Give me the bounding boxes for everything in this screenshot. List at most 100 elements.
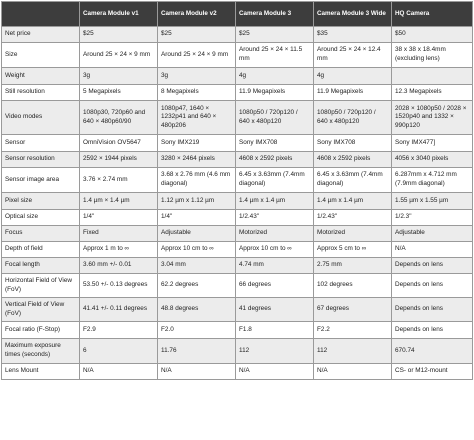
spec-value-cell: N/A bbox=[235, 363, 314, 380]
spec-value-cell: F2.9 bbox=[79, 321, 158, 339]
spec-value-cell: 1.4 µm x 1.4 µm bbox=[313, 192, 392, 210]
spec-value-cell bbox=[391, 67, 473, 85]
row-label-cell: Focal ratio (F-Stop) bbox=[1, 321, 80, 339]
spec-value-cell: CS- or M12-mount bbox=[391, 363, 473, 380]
spec-value-cell: 1/2.43" bbox=[235, 209, 314, 226]
spec-value-cell: 3.04 mm bbox=[157, 257, 236, 274]
table-row: Pixel size 1.4 µm × 1.4 µm 1.12 µm x 1.12 … bbox=[1, 192, 473, 210]
spec-value-cell: 1080p50 / 720p120 / 640 x 480p120 bbox=[235, 100, 314, 135]
table-row: Weight 3g 3g 4g 4g bbox=[1, 67, 473, 85]
spec-value-cell: 1.4 µm x 1.4 µm bbox=[235, 192, 314, 210]
table-row: Focal ratio (F-Stop) F2.9 F2.0 F1.8 F2.2 Depe… bbox=[1, 321, 473, 339]
spec-value-cell: Approx 1 m to ∞ bbox=[79, 241, 158, 258]
spec-value-cell: Around 25 × 24 × 12.4 mm bbox=[313, 42, 392, 68]
table-row: Horizontal Field of View (FoV) 53.50 +/- … bbox=[1, 273, 473, 298]
table-row: Optical size 1/4" 1/4" 1/2.43" 1/2.43" 1/2.3" bbox=[1, 209, 473, 226]
row-label-cell: Depth of field bbox=[1, 241, 80, 258]
spec-value-cell: 6.45 x 3.63mm (7.4mm diagonal) bbox=[313, 167, 392, 193]
spec-value-cell: 5 Megapixels bbox=[79, 84, 158, 101]
spec-value-cell: F1.8 bbox=[235, 321, 314, 339]
spec-value-cell: 41.41 +/- 0.11 degrees bbox=[79, 297, 158, 322]
spec-value-cell: 4g bbox=[313, 67, 392, 85]
spec-value-cell: Depends on lens bbox=[391, 321, 473, 339]
spec-value-cell: 1080p30, 720p60 and 640 × 480p60/90 bbox=[79, 100, 158, 135]
spec-value-cell: 11.9 Megapixels bbox=[235, 84, 314, 101]
spec-value-cell: 2028 × 1080p50 / 2028 × 1520p40 and 1332… bbox=[391, 100, 473, 135]
row-label-cell: Horizontal Field of View (FoV) bbox=[1, 273, 80, 298]
table-row: Sensor OmniVision OV5647 Sony IMX219 Sony I… bbox=[1, 134, 473, 152]
spec-value-cell: 1080p50 / 720p120 / 640 x 480p120 bbox=[313, 100, 392, 135]
row-label-cell: Size bbox=[1, 42, 80, 68]
spec-value-cell: Approx 10 cm to ∞ bbox=[235, 241, 314, 258]
spec-value-cell: $35 bbox=[313, 26, 392, 43]
spec-value-cell: 3.68 x 2.76 mm (4.6 mm diagonal) bbox=[157, 167, 236, 193]
table-row: Sensor resolution 2592 × 1944 pixels 3280 … bbox=[1, 151, 473, 168]
spec-value-cell: $50 bbox=[391, 26, 473, 43]
table-row: Focal length 3.60 mm +/- 0.01 3.04 mm 4.74 … bbox=[1, 257, 473, 274]
spec-value-cell: 8 Megapixels bbox=[157, 84, 236, 101]
spec-value-cell: 48.8 degrees bbox=[157, 297, 236, 322]
spec-value-cell: Depends on lens bbox=[391, 273, 473, 298]
spec-value-cell: 12.3 Megapixels bbox=[391, 84, 473, 101]
header-cell-camera: Camera Module 3 bbox=[235, 1, 314, 27]
row-label-cell: Lens Mount bbox=[1, 363, 80, 380]
row-label-cell: Maximum exposure times (seconds) bbox=[1, 338, 80, 364]
row-label-cell: Sensor resolution bbox=[1, 151, 80, 168]
spec-value-cell: 1/2.3" bbox=[391, 209, 473, 226]
spec-value-cell: 41 degrees bbox=[235, 297, 314, 322]
table-row: Still resolution 5 Megapixels 8 Megapixels… bbox=[1, 84, 473, 101]
spec-value-cell: 1/2.43" bbox=[313, 209, 392, 226]
table-row: Sensor image area 3.76 × 2.74 mm 3.68 x 2.… bbox=[1, 167, 473, 193]
row-label-cell: Still resolution bbox=[1, 84, 80, 101]
header-row: Camera Module v1 Camera Module v2 Camera M… bbox=[1, 1, 473, 27]
spec-value-cell: 2.75 mm bbox=[313, 257, 392, 274]
header-cell-camera: HQ Camera bbox=[391, 1, 473, 27]
spec-value-cell: $25 bbox=[157, 26, 236, 43]
spec-value-cell: 1/4" bbox=[157, 209, 236, 226]
spec-value-cell: 38 x 38 x 18.4mm (excluding lens) bbox=[391, 42, 473, 68]
spec-value-cell: OmniVision OV5647 bbox=[79, 134, 158, 152]
spec-value-cell: 11.9 Megapixels bbox=[313, 84, 392, 101]
table-body: Net price $25 $25 $25 $35 $50 Size Around 25 × … bbox=[1, 26, 473, 380]
spec-value-cell: 62.2 degrees bbox=[157, 273, 236, 298]
table-row: Net price $25 $25 $25 $35 $50 bbox=[1, 26, 473, 43]
spec-value-cell: F2.2 bbox=[313, 321, 392, 339]
spec-value-cell: 6.45 x 3.63mm (7.4mm diagonal) bbox=[235, 167, 314, 193]
spec-value-cell: 112 bbox=[235, 338, 314, 364]
header-cell-camera: Camera Module v2 bbox=[157, 1, 236, 27]
row-label-cell: Video modes bbox=[1, 100, 80, 135]
table-header: Camera Module v1 Camera Module v2 Camera M… bbox=[1, 1, 473, 27]
table-row: Video modes 1080p30, 720p60 and 640 × 480… bbox=[1, 100, 473, 135]
spec-value-cell: 1.12 µm x 1.12 µm bbox=[157, 192, 236, 210]
spec-value-cell: Sony IMX219 bbox=[157, 134, 236, 152]
spec-value-cell: 67 degrees bbox=[313, 297, 392, 322]
spec-value-cell: 53.50 +/- 0.13 degrees bbox=[79, 273, 158, 298]
spec-value-cell: Adjustable bbox=[157, 225, 236, 242]
spec-value-cell: N/A bbox=[157, 363, 236, 380]
spec-value-cell: 102 degrees bbox=[313, 273, 392, 298]
spec-value-cell: Around 25 × 24 × 9 mm bbox=[157, 42, 236, 68]
spec-value-cell: Motorized bbox=[235, 225, 314, 242]
row-label-cell: Sensor image area bbox=[1, 167, 80, 193]
spec-value-cell: 6.287mm x 4.712 mm (7.9mm diagonal) bbox=[391, 167, 473, 193]
spec-value-cell: Fixed bbox=[79, 225, 158, 242]
spec-value-cell: Depends on lens bbox=[391, 257, 473, 274]
header-cell-label bbox=[1, 1, 80, 27]
spec-value-cell: 3g bbox=[79, 67, 158, 85]
spec-value-cell: Depends on lens bbox=[391, 297, 473, 322]
spec-value-cell: 6 bbox=[79, 338, 158, 364]
row-label-cell: Focal length bbox=[1, 257, 80, 274]
spec-value-cell: $25 bbox=[79, 26, 158, 43]
camera-comparison-table: Camera Module v1 Camera Module v2 Camera M… bbox=[1, 1, 473, 380]
table-row: Lens Mount N/A N/A N/A N/A CS- or M12-mount bbox=[1, 363, 473, 380]
row-label-cell: Optical size bbox=[1, 209, 80, 226]
spec-value-cell: N/A bbox=[79, 363, 158, 380]
table-row: Vertical Field of View (FoV) 41.41 +/- 0.… bbox=[1, 297, 473, 322]
table-row: Maximum exposure times (seconds) 6 11.76 11… bbox=[1, 338, 473, 364]
spec-value-cell: 2592 × 1944 pixels bbox=[79, 151, 158, 168]
spec-value-cell: Around 25 × 24 × 11.5 mm bbox=[235, 42, 314, 68]
spec-value-cell: 11.76 bbox=[157, 338, 236, 364]
spec-value-cell: Motorized bbox=[313, 225, 392, 242]
table-row: Size Around 25 × 24 × 9 mm Around 25 × 24 … bbox=[1, 42, 473, 68]
row-label-cell: Focus bbox=[1, 225, 80, 242]
